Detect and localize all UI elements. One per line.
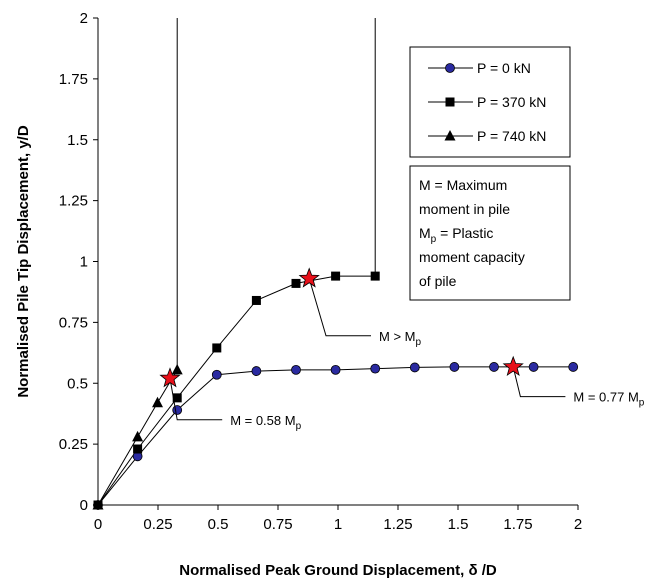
x-tick-label: 0.5 — [208, 516, 229, 533]
x-tick-label: 1.25 — [383, 516, 412, 533]
data-point — [291, 364, 301, 375]
data-point — [331, 271, 341, 281]
annotation-leader — [308, 278, 371, 337]
y-tick-label: 1.75 — [59, 71, 88, 88]
note-segment: moment capacity — [419, 249, 525, 265]
y-tick-label: 0.25 — [59, 436, 88, 453]
note-line: moment capacity — [419, 249, 525, 265]
y-tick-label: 1.25 — [59, 193, 88, 210]
data-point — [251, 295, 261, 305]
note-line: of pile — [419, 273, 457, 289]
y-tick-label: 1.5 — [67, 132, 88, 149]
data-point — [132, 430, 144, 442]
x-axis-title: Normalised Peak Ground Displacement, δ /… — [179, 562, 497, 579]
x-tick-label: 0 — [94, 516, 102, 533]
x-tick-label: 0.75 — [263, 516, 292, 533]
data-point — [133, 444, 143, 454]
annotation-leader — [169, 378, 223, 421]
note-line: Mp = Plastic — [419, 225, 493, 245]
legend-marker — [445, 63, 455, 73]
legend-label: P = 740 kN — [477, 128, 546, 144]
series-line — [97, 366, 574, 506]
data-point — [528, 362, 539, 372]
note-segment: M = Maximum — [419, 177, 507, 193]
data-point — [172, 405, 183, 415]
y-tick-label: 2 — [80, 10, 88, 27]
annotation-main: M = 0.58 M — [230, 413, 295, 428]
y-tick-label: 0.5 — [67, 375, 88, 392]
annotation-subscript: p — [415, 337, 421, 348]
data-point — [212, 343, 222, 353]
note-box-frame — [409, 165, 571, 301]
x-tick-label: 1.5 — [448, 516, 469, 533]
note-segment: = Plastic — [436, 225, 493, 241]
note-segment: moment in pile — [419, 201, 510, 217]
x-tick-label: 1.75 — [503, 516, 532, 533]
moment-star-marker — [298, 267, 320, 288]
legend-marker — [444, 130, 456, 141]
annotation-subscript: p — [639, 398, 645, 409]
annotation-main: M = 0.77 M — [573, 390, 638, 405]
data-point — [370, 363, 381, 374]
moment-star-marker — [159, 367, 181, 388]
note-segment: of pile — [419, 273, 457, 289]
annotation-subscript: p — [296, 421, 302, 432]
y-tick-label: 0.75 — [59, 314, 88, 331]
note-box: M = Maximum moment in pile Mp = Plastic mom… — [409, 165, 571, 301]
data-point — [92, 499, 104, 510]
x-tick-label: 1 — [334, 516, 342, 533]
series-line — [97, 369, 178, 506]
moment-star-marker — [502, 355, 524, 376]
legend-label: P = 370 kN — [477, 94, 546, 110]
data-point — [211, 369, 222, 380]
legend-marker — [445, 97, 455, 107]
data-point — [489, 362, 499, 372]
legend: P = 0 kN P = 370 kN P = 740 kN — [409, 46, 571, 158]
annotation-label: M > Mp — [379, 329, 421, 348]
data-point — [291, 278, 301, 288]
note-subscript: p — [431, 234, 437, 245]
data-point — [171, 363, 183, 375]
y-tick-label: 1 — [80, 254, 88, 271]
note-segment: M — [419, 225, 431, 241]
y-axis-title: Normalised Pile Tip Displacement, y/D — [15, 125, 32, 397]
annotation-label: M = 0.77 Mp — [573, 390, 644, 409]
note-line: M = Maximum — [419, 177, 507, 193]
data-point — [568, 362, 579, 372]
data-point — [409, 362, 420, 373]
data-point — [251, 366, 262, 376]
data-point — [330, 364, 341, 375]
x-tick-label: 2 — [574, 516, 582, 533]
y-tick-label: 0 — [80, 497, 88, 514]
legend-label: P = 0 kN — [477, 60, 531, 76]
note-line: moment in pile — [419, 201, 510, 217]
annotation-label: M = 0.58 Mp — [230, 413, 301, 432]
annotation-main: M > M — [379, 329, 415, 344]
series-line — [97, 275, 376, 506]
x-tick-label: 0.25 — [143, 516, 172, 533]
data-point — [449, 362, 460, 372]
annotation-leader — [512, 366, 566, 398]
data-point — [172, 393, 182, 403]
data-point — [370, 271, 380, 281]
data-point — [152, 396, 164, 408]
